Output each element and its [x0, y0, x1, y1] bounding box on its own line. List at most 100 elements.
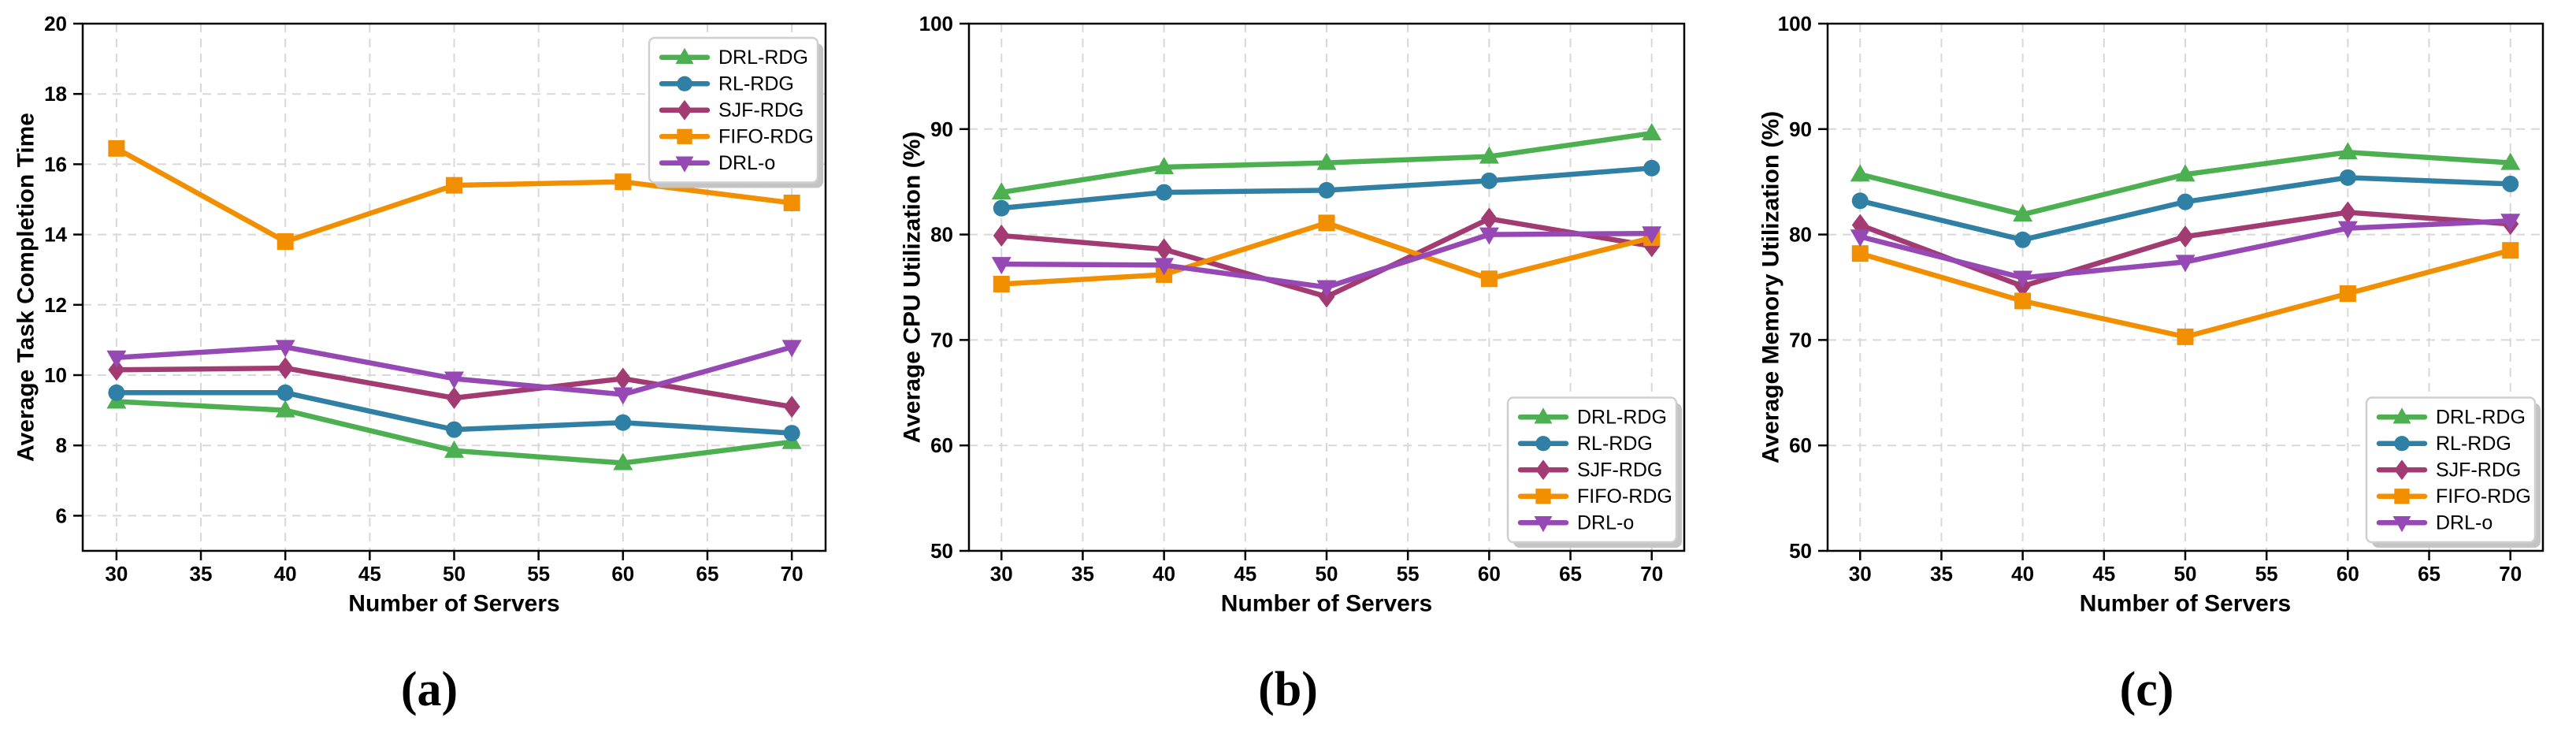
y-tick-label: 10: [44, 363, 67, 387]
series-marker-RL-RDG: [108, 384, 125, 401]
y-tick-label: 50: [1789, 539, 1812, 563]
series-group: [106, 139, 802, 470]
legend-swatch-marker-circle-icon: [677, 76, 692, 91]
series-marker-DRL-o: [1642, 226, 1662, 244]
y-axis-label: Average CPU Utilization (%): [900, 132, 926, 444]
y-tick-label: 60: [930, 433, 953, 457]
y-axis-label: Average Task Completion Time: [13, 113, 39, 462]
x-tick-label: 30: [1849, 562, 1872, 586]
x-tick-label: 55: [2255, 562, 2278, 586]
subplot-caption-a: (a): [400, 663, 458, 716]
legend-swatch-marker-triangle-down-icon: [675, 156, 694, 173]
series-marker-DRL-o: [1154, 258, 1175, 276]
x-tick-labels: 30 35 40 45 50 55 60 65 70: [105, 562, 803, 586]
series-marker-RL-RDG: [1480, 172, 1498, 189]
plot-frame: [960, 22, 1686, 560]
legend-item-DRL-RDG: DRL-RDG: [659, 46, 808, 69]
y-tick-label: 60: [1789, 433, 1812, 457]
series-group: [991, 123, 1662, 308]
series-marker-DRL-o: [2337, 221, 2358, 239]
legend-swatch-marker-triangle-up-icon: [2392, 407, 2411, 424]
x-tick-label: 40: [1153, 562, 1175, 586]
legend-label: DRL-RDG: [1577, 406, 1667, 428]
y-tick-label: 100: [1778, 12, 1812, 35]
x-tick-label: 50: [443, 562, 466, 586]
legend-item-FIFO-RDG: FIFO-RDG: [659, 125, 814, 147]
y-tick-label: 80: [1789, 223, 1812, 247]
series-marker-DRL-RDG: [2013, 204, 2033, 222]
y-tick-label: 16: [44, 152, 67, 176]
series-marker-SJF-RDG: [614, 367, 632, 390]
legend-label: FIFO-RDG: [1577, 485, 1672, 508]
series-marker-SJF-RDG: [2339, 201, 2356, 224]
legend-label: SJF-RDG: [2436, 459, 2521, 481]
series-marker-RL-RDG: [783, 425, 800, 442]
series-marker-DRL-RDG: [444, 440, 464, 458]
series-marker-DRL-o: [2175, 255, 2196, 273]
x-tick-label: 60: [611, 562, 634, 586]
series-marker-RL-RDG: [2339, 169, 2356, 186]
x-tick-label: 50: [1316, 562, 1338, 586]
legend-label: DRL-RDG: [2436, 406, 2526, 428]
legend-item-SJF-RDG: SJF-RDG: [2376, 459, 2521, 481]
series-marker-RL-RDG: [1156, 184, 1173, 201]
series-marker-FIFO-RDG: [446, 177, 462, 194]
series-marker-DRL-o: [2500, 214, 2521, 232]
x-tick-label: 60: [1478, 562, 1501, 586]
series-marker-FIFO-RDG: [2014, 292, 2032, 310]
series-marker-DRL-RDG: [275, 400, 295, 418]
legend-label: FIFO-RDG: [2436, 485, 2531, 508]
legend-swatch-marker-circle-icon: [2394, 436, 2410, 452]
legend-swatch-marker-square-icon: [1535, 489, 1551, 504]
plot-frame: [1818, 22, 2544, 560]
legend-item-DRL-RDG: DRL-RDG: [2376, 406, 2526, 428]
legend-item-FIFO-RDG: FIFO-RDG: [2376, 485, 2531, 508]
legend-label: DRL-o: [1577, 511, 1634, 534]
legend-item-SJF-RDG: SJF-RDG: [1517, 459, 1662, 481]
series-marker-FIFO-RDG: [108, 139, 125, 157]
series-marker-RL-RDG: [2177, 193, 2194, 210]
subplot-caption-c: (c): [2119, 663, 2174, 716]
series-marker-DRL-o: [1316, 280, 1337, 298]
x-tick-label: 70: [1640, 562, 1663, 586]
series-marker-DRL-o: [444, 371, 464, 389]
series-marker-FIFO-RDG: [993, 275, 1010, 292]
legend-item-DRL-o: DRL-o: [2376, 511, 2492, 534]
legend-box: [648, 36, 819, 184]
legend-box: [2365, 396, 2537, 544]
series-marker-DRL-RDG: [1850, 164, 1870, 182]
y-tick-label: 100: [919, 12, 953, 35]
x-tick-label: 55: [527, 562, 550, 586]
legend-item-RL-RDG: RL-RDG: [1517, 433, 1653, 455]
x-tick-label: 35: [1071, 562, 1094, 586]
legend-item-FIFO-RDG: FIFO-RDG: [1517, 485, 1672, 508]
legend-swatch-marker-triangle-up-icon: [675, 47, 694, 65]
series-marker-SJF-RDG: [277, 357, 294, 380]
subplot-c: 30 35 40 45 50 55 60 65 70 50 60 70 80 90 100 Number of…: [1717, 0, 2576, 740]
series-marker-DRL-o: [991, 257, 1011, 275]
y-tick-label: 70: [930, 328, 953, 351]
legend-label: SJF-RDG: [1577, 459, 1662, 481]
series-marker-RL-RDG: [2014, 231, 2032, 248]
series-marker-SJF-RDG: [108, 359, 125, 381]
x-tick-label: 65: [2418, 562, 2441, 586]
legend-label: DRL-o: [718, 152, 775, 174]
series-marker-DRL-RDG: [1479, 146, 1499, 164]
y-tick-label: 18: [44, 82, 67, 106]
legend: DRL-RDG RL-RDG SJF-RDG FIFO-RDG DRL-o: [2365, 396, 2541, 548]
x-tick-label: 65: [1559, 562, 1582, 586]
series-marker-RL-RDG: [2502, 175, 2519, 192]
series-marker-DRL-o: [1850, 229, 1870, 247]
x-tick-label: 35: [1930, 562, 1953, 586]
legend-swatch-marker-diamond-icon: [677, 99, 692, 121]
series-marker-RL-RDG: [1851, 192, 1869, 210]
legend-item-DRL-o: DRL-o: [659, 152, 775, 174]
legend-swatch-marker-circle-icon: [1535, 436, 1551, 452]
legend-swatch-marker-triangle-up-icon: [1534, 407, 1553, 424]
y-tick-labels: 50 60 70 80 90 100: [1778, 12, 1812, 563]
legend-item-RL-RDG: RL-RDG: [2376, 433, 2511, 455]
series-marker-RL-RDG: [446, 421, 462, 438]
subplot-a: 30 35 40 45 50 55 60 65 70 6 8 10 12 14 16 18 20 Number o…: [0, 0, 859, 740]
y-tick-labels: 6 8 10 12 14 16 18 20: [44, 12, 67, 527]
